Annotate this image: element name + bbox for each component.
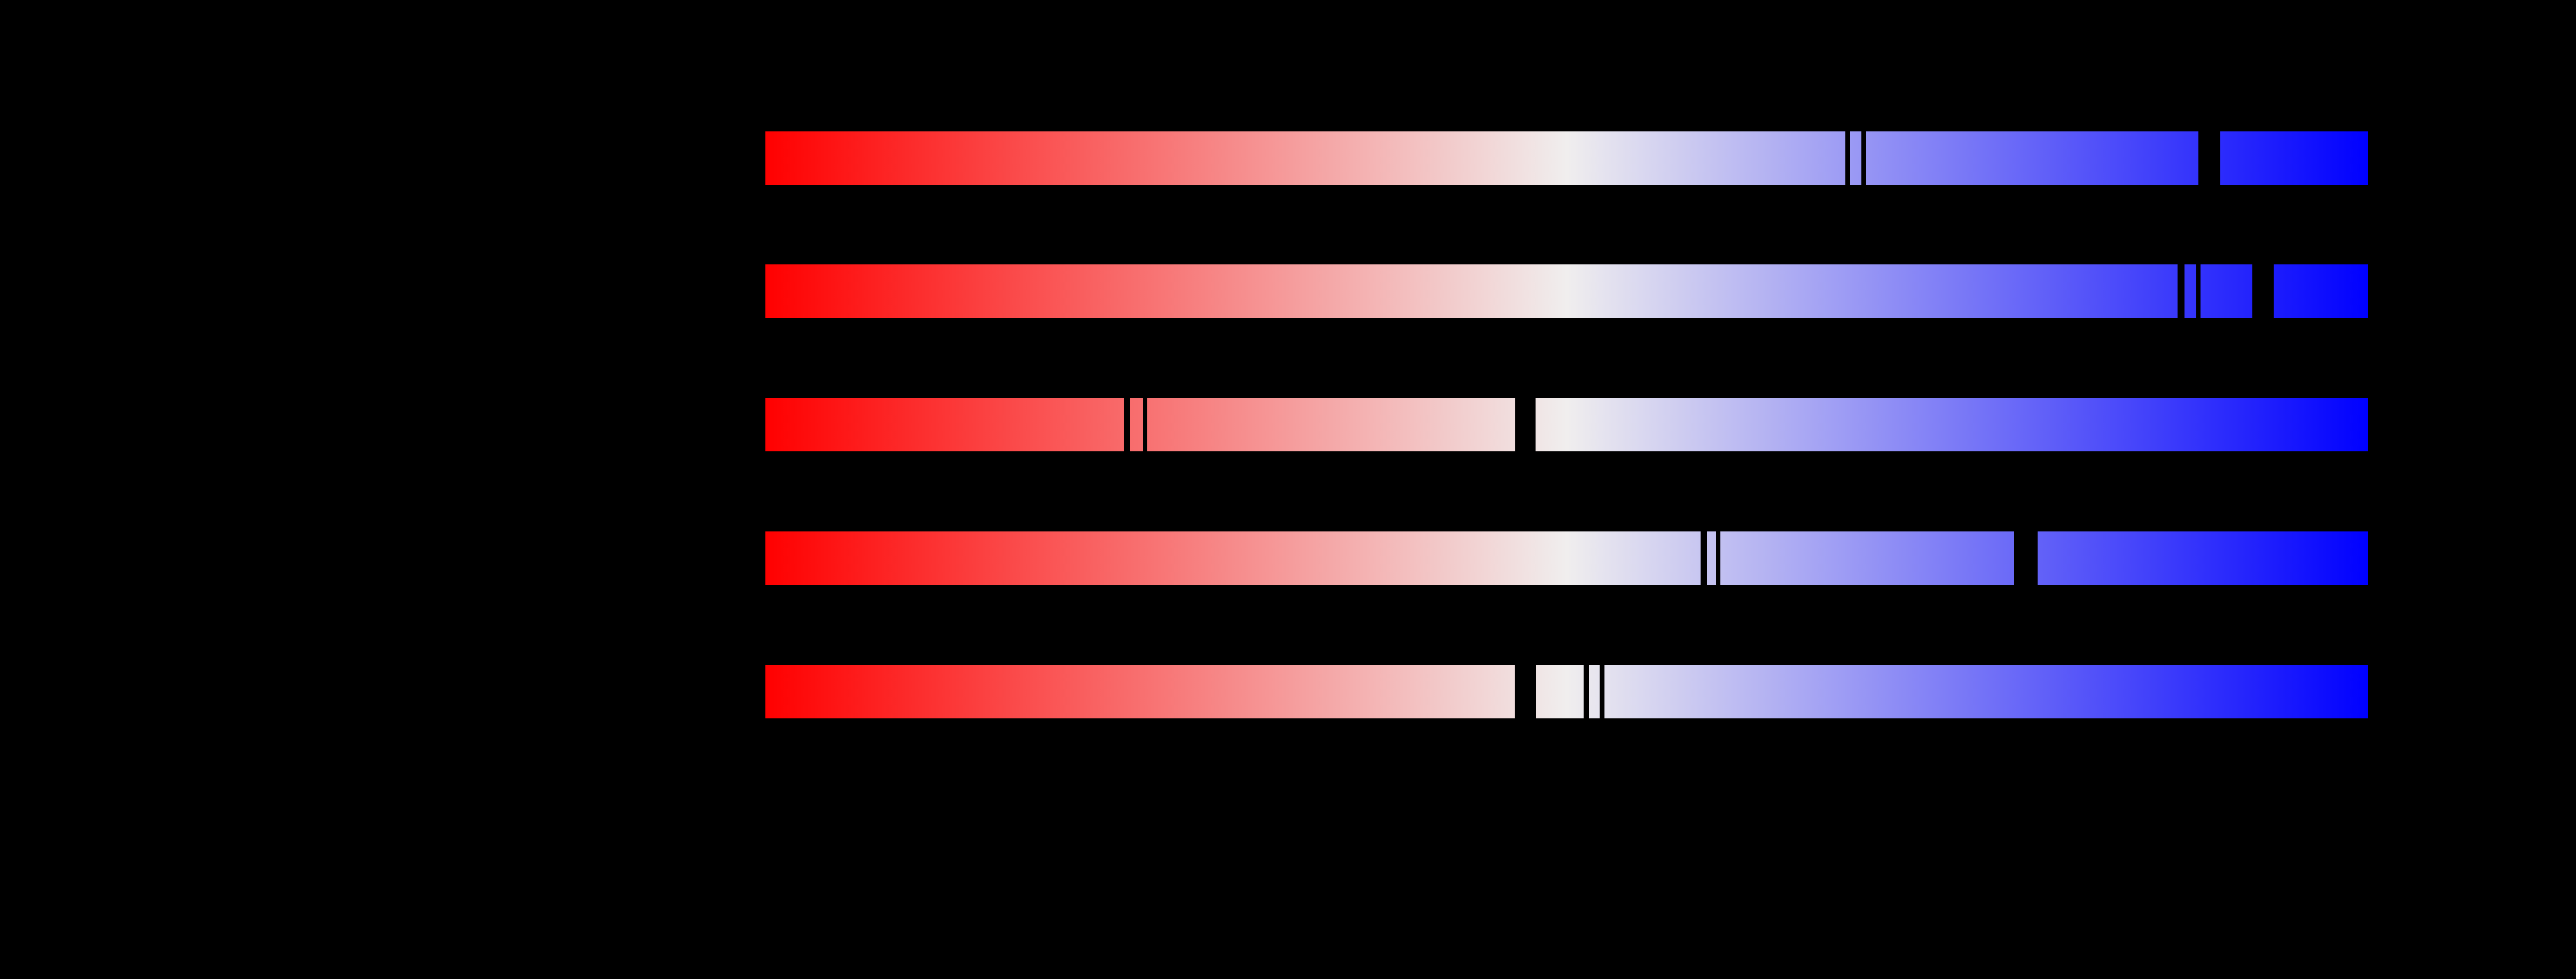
gap-marker <box>2198 131 2220 185</box>
tick-marker <box>1716 531 1720 585</box>
gradient-bar-row-5 <box>765 665 2368 718</box>
gradient-bar-row-2 <box>765 264 2368 318</box>
gap-marker <box>1515 398 1536 451</box>
tick-marker <box>2196 264 2201 318</box>
gradient-bar-row-4 <box>765 531 2368 585</box>
gap-marker <box>1515 665 1536 718</box>
tick-marker <box>1584 665 1589 718</box>
tick-marker <box>1143 398 1147 451</box>
tick-marker <box>1124 398 1130 451</box>
gap-marker <box>2014 531 2038 585</box>
tick-marker <box>1845 131 1850 185</box>
gradient-bar-row-3 <box>765 398 2368 451</box>
tick-marker <box>2178 264 2184 318</box>
gradient-bar-row-1 <box>765 131 2368 185</box>
gap-marker <box>2252 264 2274 318</box>
tick-marker <box>1861 131 1866 185</box>
tick-marker <box>1701 531 1707 585</box>
tick-marker <box>1600 665 1604 718</box>
